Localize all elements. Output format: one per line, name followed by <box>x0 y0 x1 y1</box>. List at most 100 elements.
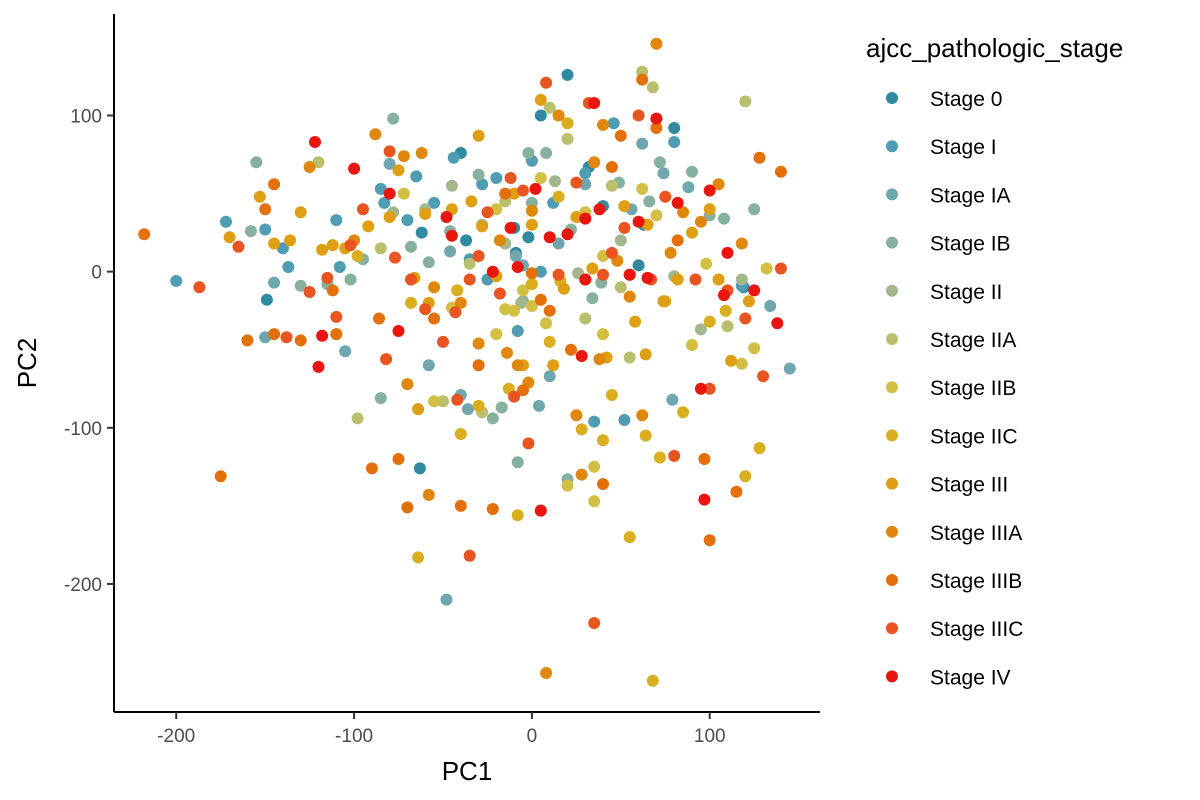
data-point <box>657 295 670 308</box>
legend-swatch <box>886 622 898 635</box>
data-point <box>718 212 730 225</box>
series-stage-iia <box>312 65 752 425</box>
data-point <box>499 187 512 200</box>
legend-swatch <box>886 477 898 490</box>
data-point <box>774 165 787 178</box>
data-point <box>476 220 489 233</box>
data-point <box>543 101 556 114</box>
data-point <box>486 503 499 515</box>
data-point <box>534 293 547 306</box>
data-point <box>721 320 734 333</box>
data-point <box>486 412 499 425</box>
data-point <box>294 279 307 292</box>
series-stage-iiib <box>138 73 787 547</box>
data-point <box>525 218 538 231</box>
data-point <box>529 182 542 195</box>
data-point <box>597 478 609 490</box>
data-point <box>534 504 547 517</box>
legend-label: Stage II <box>930 281 1002 304</box>
data-point <box>170 275 183 287</box>
data-point <box>280 331 293 344</box>
x-tick-label: -100 <box>335 726 373 747</box>
data-point <box>588 415 601 428</box>
data-point <box>760 262 773 275</box>
data-point <box>241 334 254 347</box>
legend-swatch <box>886 429 898 442</box>
data-point <box>447 151 460 164</box>
data-point <box>223 231 236 244</box>
data-point <box>511 359 524 372</box>
data-point <box>303 286 316 298</box>
data-point <box>365 462 378 475</box>
data-point <box>374 242 387 255</box>
data-point <box>650 209 663 222</box>
legend-swatch <box>886 670 898 683</box>
data-point <box>511 325 524 337</box>
data-point <box>401 214 414 227</box>
data-point <box>515 296 528 309</box>
data-point <box>753 151 766 164</box>
y-tick-label: 0 <box>91 263 102 284</box>
data-point <box>666 393 679 406</box>
data-point <box>757 370 770 383</box>
data-point <box>303 161 316 173</box>
data-point <box>444 245 457 258</box>
data-point <box>689 273 702 286</box>
data-point <box>694 323 707 336</box>
data-point <box>463 257 476 270</box>
legend-item: Stage IIA <box>886 329 1016 352</box>
data-point <box>330 310 343 323</box>
data-point <box>543 304 556 317</box>
data-point <box>641 271 654 284</box>
data-point <box>703 203 716 216</box>
data-point <box>284 234 297 247</box>
legend-item: Stage IB <box>886 233 1011 256</box>
data-point <box>454 428 467 440</box>
data-point <box>259 203 272 216</box>
data-point <box>614 129 627 142</box>
legend-label: Stage IIIC <box>930 618 1023 641</box>
data-point <box>321 271 334 284</box>
data-point <box>623 531 636 544</box>
data-point <box>607 117 620 130</box>
data-point <box>570 211 583 223</box>
data-point <box>579 178 592 191</box>
data-point <box>543 335 556 348</box>
data-point <box>405 273 417 286</box>
data-point <box>330 214 343 227</box>
data-point <box>534 93 547 106</box>
data-point <box>783 362 796 375</box>
data-point <box>579 167 592 180</box>
data-point <box>294 206 307 219</box>
legend-label: Stage IIIA <box>930 522 1022 545</box>
legend-label: Stage 0 <box>930 88 1002 111</box>
legend-items: Stage 0 Stage I Stage IA Stage IB Stage II St… <box>886 88 1023 689</box>
data-point <box>748 203 761 216</box>
data-point <box>561 228 574 241</box>
data-point <box>748 284 761 297</box>
legend-label: Stage IIB <box>930 377 1016 400</box>
data-point <box>333 261 346 273</box>
y-axis-title: PC2 <box>12 338 42 389</box>
data-point <box>618 200 631 213</box>
data-point <box>561 68 574 81</box>
data-point <box>533 399 545 412</box>
data-point <box>472 129 485 142</box>
data-point <box>636 409 649 422</box>
data-point <box>465 195 478 208</box>
data-point <box>565 343 577 356</box>
data-point <box>698 493 711 506</box>
data-point <box>378 196 391 209</box>
data-point <box>437 335 449 348</box>
data-point <box>309 136 321 148</box>
data-point <box>668 136 681 148</box>
data-point <box>543 231 556 244</box>
legend-label: Stage IB <box>930 233 1011 256</box>
data-point <box>718 289 730 302</box>
data-point <box>244 225 257 238</box>
data-point <box>742 295 755 308</box>
data-point <box>330 328 343 341</box>
data-point <box>618 414 631 426</box>
legend-label: Stage IIC <box>930 425 1018 448</box>
data-point <box>419 207 432 220</box>
